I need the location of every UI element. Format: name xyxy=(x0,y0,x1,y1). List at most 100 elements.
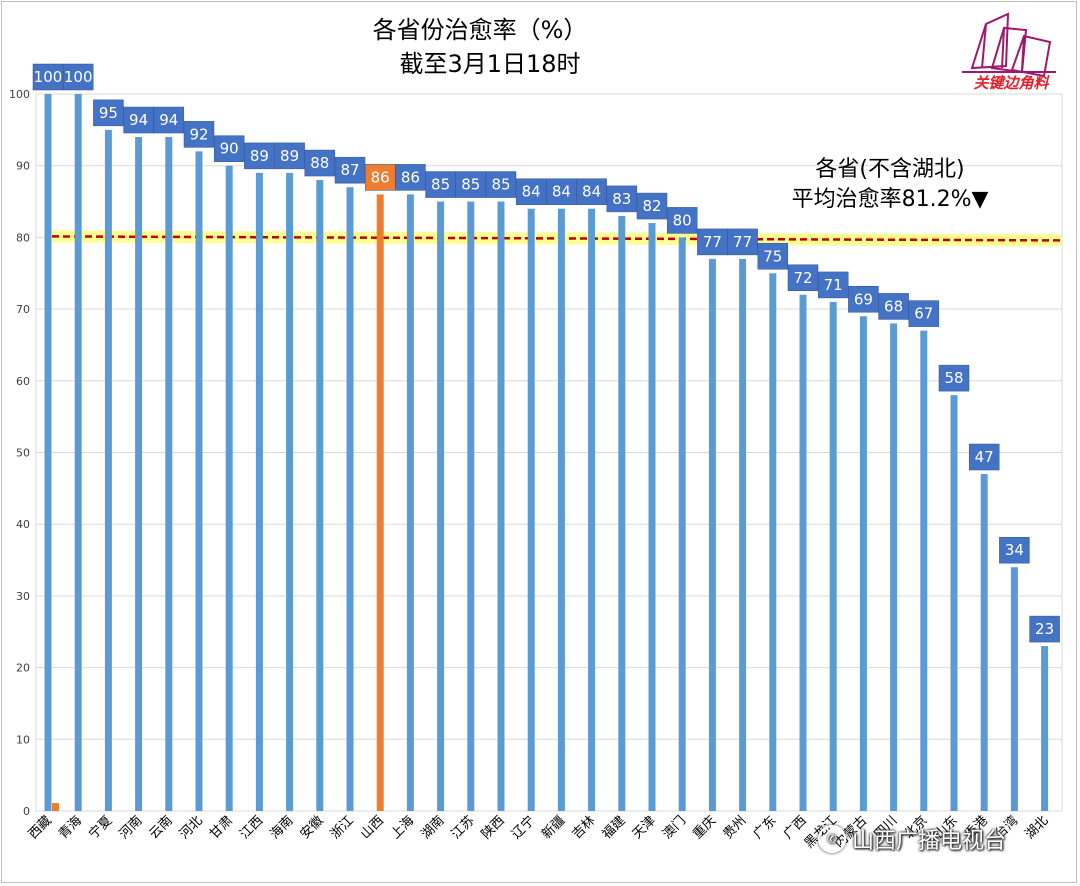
y-tick-label: 50 xyxy=(16,447,30,460)
bar xyxy=(588,208,596,812)
data-label-box xyxy=(999,536,1030,564)
data-label-box xyxy=(304,149,336,177)
bar xyxy=(618,215,626,811)
bar xyxy=(920,330,928,811)
y-tick-label: 10 xyxy=(16,733,30,746)
bar xyxy=(799,294,807,811)
data-label-box xyxy=(727,228,758,256)
data-label: 82 xyxy=(642,197,661,215)
bar xyxy=(980,474,988,811)
x-tick-label: 山西 xyxy=(358,813,387,842)
data-label: 75 xyxy=(763,247,782,265)
logo-graphic xyxy=(962,12,1056,78)
data-label-box xyxy=(485,171,517,198)
data-label: 84 xyxy=(552,183,571,201)
data-label: 47 xyxy=(975,448,994,466)
x-tick-label: 新疆 xyxy=(539,813,569,843)
data-label-box xyxy=(93,99,124,127)
bar xyxy=(74,94,82,811)
y-tick-label: 0 xyxy=(23,805,30,818)
data-label-box xyxy=(908,300,940,327)
data-label-box xyxy=(546,178,577,205)
data-label: 84 xyxy=(582,183,601,201)
bar xyxy=(255,172,263,811)
data-label: 87 xyxy=(340,161,359,179)
data-label-box xyxy=(938,364,970,392)
data-label-box xyxy=(757,243,789,270)
bar xyxy=(527,208,535,812)
x-tick-label: 河北 xyxy=(177,813,206,842)
x-tick-label: 西藏 xyxy=(26,813,55,842)
data-label: 83 xyxy=(612,190,631,208)
bar xyxy=(739,258,747,811)
x-tick-label: 吉林 xyxy=(569,813,598,842)
x-tick-label: 青海 xyxy=(56,813,85,842)
data-label-box xyxy=(576,178,607,205)
data-label: 100 xyxy=(34,68,63,86)
bar xyxy=(195,151,203,812)
x-tick-label: 天津 xyxy=(630,813,659,842)
data-label: 77 xyxy=(703,233,722,251)
bar xyxy=(376,194,384,811)
data-label-box xyxy=(1029,615,1060,643)
bar xyxy=(44,94,52,811)
data-label-box xyxy=(183,121,215,148)
data-label-box xyxy=(62,63,94,91)
data-label: 92 xyxy=(189,125,208,143)
data-label-box xyxy=(334,156,366,184)
data-label: 94 xyxy=(129,111,148,129)
data-label: 94 xyxy=(159,111,178,129)
bar xyxy=(557,208,565,812)
data-label: 80 xyxy=(673,211,692,229)
x-tick-label: 江苏 xyxy=(448,813,478,843)
data-label-box xyxy=(636,192,668,220)
y-tick-label: 60 xyxy=(16,375,30,388)
data-label: 84 xyxy=(522,183,541,201)
bar xyxy=(467,201,475,812)
y-tick-label: 30 xyxy=(16,590,30,603)
x-tick-label: 浙江 xyxy=(328,813,357,842)
data-label-box xyxy=(515,178,547,205)
x-tick-label: 云南 xyxy=(146,813,176,843)
data-label-box xyxy=(606,185,638,213)
x-tick-label: 宁夏 xyxy=(86,813,116,843)
x-tick-label: 河南 xyxy=(116,813,146,843)
data-label: 86 xyxy=(401,168,420,186)
data-label: 95 xyxy=(99,104,118,122)
y-tick-label: 40 xyxy=(16,518,30,531)
bar xyxy=(829,301,837,811)
bar xyxy=(648,223,656,811)
average-annotation-line2: 平均治愈率81.2%▼ xyxy=(791,187,989,212)
data-label-box xyxy=(666,207,698,234)
bar xyxy=(286,172,294,811)
x-tick-label: 江西 xyxy=(237,813,266,842)
bar xyxy=(859,316,867,811)
x-tick-label: 湖南 xyxy=(418,813,448,843)
x-tick-label: 辽宁 xyxy=(508,813,538,843)
data-label: 34 xyxy=(1005,541,1024,559)
bar xyxy=(678,237,686,811)
x-tick-label: 贵州 xyxy=(720,813,749,842)
data-label-box xyxy=(425,171,456,198)
x-tick-label: 甘肃 xyxy=(207,813,236,842)
bar xyxy=(890,323,898,811)
x-tick-label: 上海 xyxy=(388,813,417,842)
y-tick-label: 90 xyxy=(16,160,30,173)
chart-subtitle: 截至3月1日18时 xyxy=(399,50,581,78)
data-label: 90 xyxy=(220,140,239,158)
bar xyxy=(104,129,112,812)
data-label: 85 xyxy=(491,176,510,194)
bar xyxy=(346,187,354,811)
data-label-box xyxy=(848,286,879,313)
data-label-box xyxy=(123,106,154,134)
data-label: 67 xyxy=(914,305,933,323)
bar xyxy=(225,165,233,811)
data-label: 69 xyxy=(854,290,873,308)
bar xyxy=(1041,646,1049,811)
x-tick-label: 广东 xyxy=(751,813,780,842)
bar xyxy=(135,137,143,811)
data-label-box xyxy=(817,271,849,299)
